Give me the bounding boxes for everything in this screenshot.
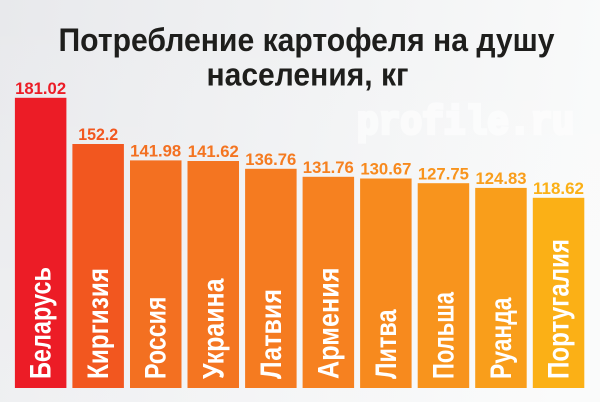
svg-text:152.2: 152.2: [78, 126, 118, 144]
svg-text:Руанда: Руанда: [485, 297, 518, 379]
svg-text:Беларусь: Беларусь: [25, 267, 58, 379]
svg-text:130.67: 130.67: [360, 161, 411, 179]
svg-text:Польша: Польша: [427, 292, 460, 379]
svg-text:Португалия: Португалия: [543, 239, 576, 379]
svg-text:181.02: 181.02: [15, 80, 66, 98]
svg-text:124.83: 124.83: [476, 170, 527, 188]
svg-text:Армения: Армения: [312, 268, 345, 380]
svg-text:Украина: Украина: [197, 278, 230, 379]
svg-text:127.75: 127.75: [418, 165, 469, 183]
svg-text:Россия: Россия: [140, 297, 173, 380]
svg-text:Литва: Литва: [370, 309, 403, 379]
svg-text:131.76: 131.76: [303, 159, 354, 177]
svg-text:136.76: 136.76: [245, 151, 296, 169]
svg-text:141.62: 141.62: [188, 143, 239, 161]
svg-text:profile.ru: profile.ru: [357, 102, 574, 147]
svg-text:Потребление картофеля на душу: Потребление картофеля на душу: [59, 22, 555, 58]
svg-text:Киргизия: Киргизия: [82, 268, 115, 379]
svg-text:населения, кг: населения, кг: [207, 56, 409, 92]
svg-text:141.98: 141.98: [130, 143, 181, 161]
svg-text:118.62: 118.62: [533, 180, 584, 198]
svg-text:Латвия: Латвия: [255, 289, 288, 379]
